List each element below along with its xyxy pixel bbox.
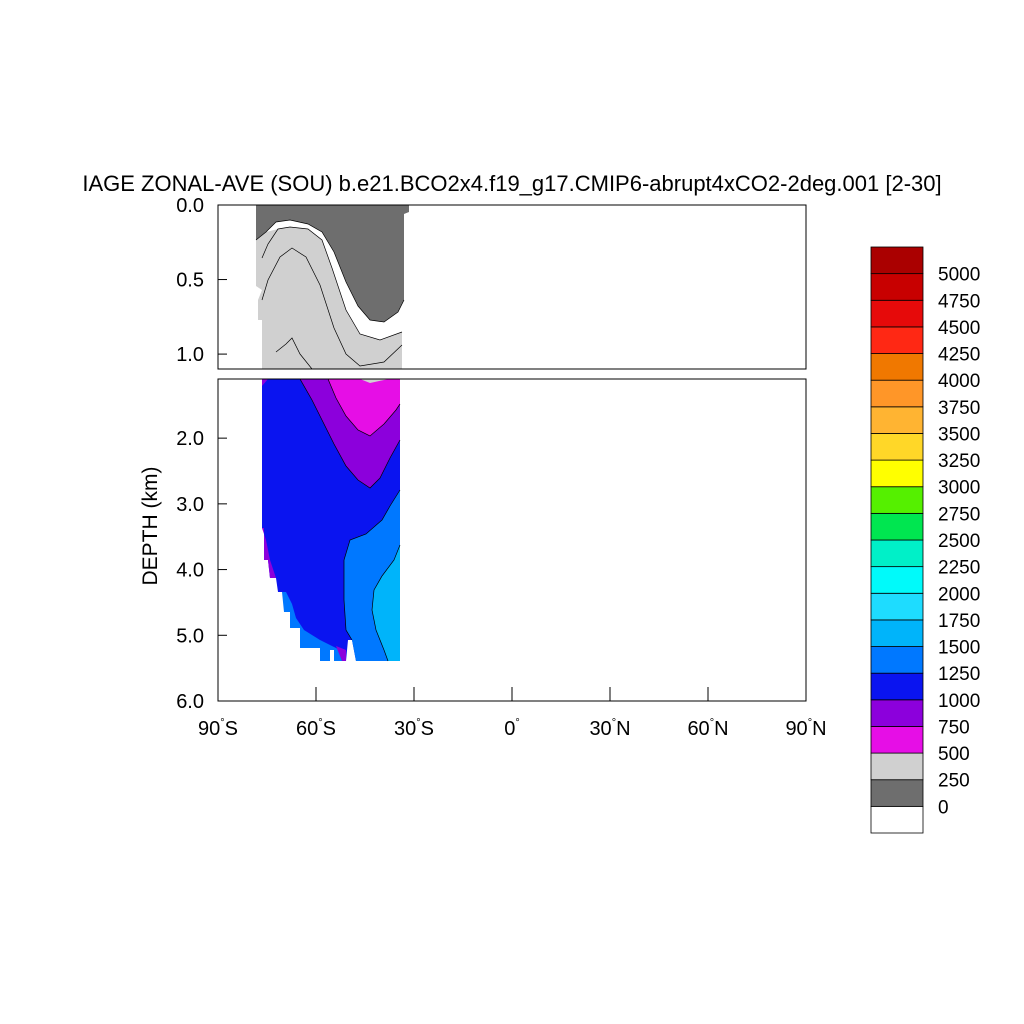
x-tick-label: 60°S	[296, 717, 336, 740]
colorbar-label: 2000	[938, 584, 980, 605]
x-tick-label: 30°S	[394, 717, 434, 740]
colorbar-swatch	[870, 592, 924, 621]
colorbar-swatch	[870, 619, 924, 647]
colorbar-label: 2250	[938, 558, 980, 579]
y-tick-label: 3.0	[176, 494, 204, 516]
x-tick-label: 0°	[504, 717, 520, 740]
contour-band-500-750	[328, 379, 400, 436]
upper-panel-frame	[217, 204, 807, 370]
colorbar-label: 3500	[938, 424, 980, 445]
y-tick-label: 4.0	[176, 560, 204, 582]
x-tick-label: 30°N	[589, 717, 630, 740]
colorbar-label: 1500	[938, 638, 980, 659]
contour-band-1500-1750	[372, 545, 400, 661]
contour-band-750-1000	[262, 379, 400, 661]
colorbar-label: 4750	[938, 291, 980, 312]
colorbar-swatch	[870, 779, 924, 807]
x-tick-label: 60°N	[687, 717, 728, 740]
colorbar-label: 1750	[938, 611, 980, 632]
colorbar-swatch	[870, 379, 924, 408]
colorbar-swatch	[870, 566, 924, 594]
y-tick-label: 2.0	[176, 428, 204, 450]
lower-panel-contours	[262, 379, 401, 662]
colorbar-label: 4500	[938, 318, 980, 339]
colorbar-swatch	[870, 672, 924, 701]
colorbar-label: 2500	[938, 531, 980, 552]
colorbar-swatch	[870, 326, 924, 354]
colorbar-label: 3250	[938, 451, 980, 472]
colorbar-label: 5000	[938, 265, 980, 286]
contour-lines-lower	[299, 379, 401, 662]
colorbar-label: 1250	[938, 664, 980, 685]
colorbar-label: 2750	[938, 504, 980, 525]
x-tick-label: 90°N	[785, 717, 826, 740]
colorbar-swatch	[870, 459, 924, 488]
colorbar-swatch	[870, 699, 924, 727]
colorbar-swatch	[870, 512, 924, 541]
y-tick-label: 5.0	[176, 625, 204, 647]
colorbar-swatch	[870, 539, 924, 568]
colorbar-swatch	[870, 805, 924, 834]
colorbar-swatch	[870, 353, 924, 381]
colorbar-label: 1000	[938, 691, 980, 712]
x-axis: 90°S 60°S 30°S 0° 30°N 60°N 90°N	[198, 687, 827, 740]
colorbar-label: 250	[938, 771, 970, 792]
contour-band-250-500	[360, 379, 390, 383]
y-tick-label: 0.5	[176, 270, 204, 292]
y-axis-lower: 2.0 3.0 4.0 5.0 6.0	[176, 428, 227, 713]
chart-title: IAGE ZONAL-AVE (SOU) b.e21.BCO2x4.f19_g1…	[82, 171, 941, 196]
contour-lines-upper	[255, 219, 405, 369]
colorbar-label: 0	[938, 797, 949, 818]
colorbar: 0 250 500 750 1000 1250 1500 1750 2000 2250 2500 27…	[870, 246, 980, 834]
colorbar-swatch	[870, 433, 924, 461]
contour-band-surface	[256, 205, 409, 322]
contour-band-1250-1500-west	[282, 592, 342, 661]
y-tick-label: 0.0	[176, 195, 204, 217]
colorbar-label: 3750	[938, 398, 980, 419]
colorbar-swatch	[870, 486, 924, 514]
upper-panel-contours	[255, 205, 409, 369]
colorbar-label: 750	[938, 717, 970, 738]
colorbar-label: 500	[938, 744, 970, 765]
colorbar-swatch	[870, 646, 924, 674]
x-tick-label: 90°S	[198, 717, 238, 740]
colorbar-swatch	[870, 273, 924, 301]
colorbar-label: 3000	[938, 478, 980, 499]
y-axis-title: DEPTH (km)	[139, 467, 162, 586]
y-axis-upper: 0.0 0.5 1.0	[176, 195, 227, 366]
colorbar-label: 4000	[938, 371, 980, 392]
y-tick-label: 6.0	[176, 691, 204, 713]
colorbar-swatch	[870, 246, 924, 275]
colorbar-swatch	[870, 299, 924, 328]
colorbar-label: 4250	[938, 345, 980, 366]
contour-band-0-250-lower	[256, 227, 402, 369]
y-tick-label: 1.0	[176, 344, 204, 366]
colorbar-swatch	[870, 726, 924, 754]
colorbar-swatch	[870, 406, 924, 434]
colorbar-swatch	[870, 752, 924, 781]
